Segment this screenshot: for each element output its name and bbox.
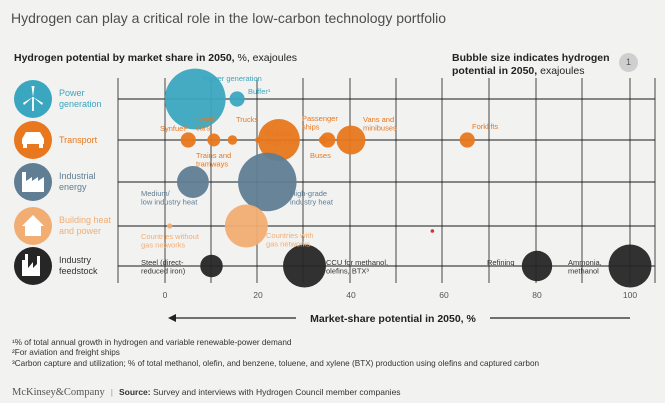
- bubble-high-grade-industry-heat: [238, 152, 297, 212]
- car-body: [22, 132, 44, 144]
- brand-logo: McKinsey&Company: [12, 387, 105, 398]
- bubble-ammonia-methanol: [608, 244, 652, 288]
- x-tick-label-60: 60: [439, 290, 449, 300]
- chart-subtitle: Hydrogen potential by market share in 20…: [14, 52, 297, 64]
- data-label-countries-with-gas-networks: Countries with gas networks: [266, 231, 314, 249]
- house-shape: [22, 215, 44, 236]
- page-title: Hydrogen can play a critical role in the…: [11, 10, 447, 26]
- category-label-building: Building heat and power: [59, 215, 112, 236]
- bubble-medium-low-industry-heat: [176, 166, 209, 198]
- data-label-ccu-methanol-olefins-btx: CCU for methanol, olefins, BTX³: [326, 258, 388, 276]
- bubble-forklifts: [459, 132, 475, 148]
- data-label-ammonia-methanol: Ammonia, methanol: [568, 258, 602, 276]
- bubble-countries-without-gas-networks: [167, 223, 173, 229]
- bubble-small-cars: [207, 133, 221, 147]
- bubble-countries-with-gas-networks: [224, 204, 268, 248]
- bubble-buses: [318, 135, 328, 145]
- data-label-buses: Buses: [310, 151, 331, 160]
- data-label-small-cars: Small cars: [196, 115, 215, 133]
- category-label-feedstock: Industry feedstock: [59, 255, 98, 276]
- wind-turbine-blades: [23, 86, 43, 105]
- bubble-note-line2-bold: potential in 2050,: [452, 65, 538, 77]
- bubble-medium-large-cars: [257, 119, 300, 161]
- category-label-power: Power generation: [59, 88, 102, 109]
- data-label-trains-and-tramways: Trains and tramways: [196, 151, 231, 169]
- bubble-steel-direct-reduced-iron: [200, 254, 223, 278]
- chart-subtitle-bold: Hydrogen potential by market share in 20…: [14, 52, 235, 64]
- red-dot-marker: [430, 229, 435, 233]
- refinery-shape: [22, 254, 40, 276]
- bubble-note-line1: Bubble size indicates hydrogen: [452, 52, 610, 64]
- source-text: Survey and interviews with Hydrogen Coun…: [150, 387, 401, 397]
- x-axis-title: Market-share potential in 2050, %: [310, 313, 476, 325]
- category-label-industrial: Industrial energy: [59, 171, 96, 192]
- footnotes: ¹% of total annual growth in hydrogen an…: [12, 338, 539, 369]
- bubble-trucks: [227, 135, 238, 145]
- bubble-synfuel: [180, 132, 196, 148]
- footer-divider: |: [110, 387, 113, 397]
- footnote-3: ³Carbon capture and utilization; % of to…: [12, 358, 540, 368]
- data-label-high-grade-industry-heat: High-grade industry heat: [290, 189, 334, 207]
- bubble-note-line2-units: exajoules: [537, 65, 585, 77]
- data-label-trucks: Trucks: [236, 115, 258, 124]
- car-wheel-right: [39, 144, 43, 148]
- footnote-1: ¹% of total annual growth in hydrogen an…: [12, 338, 292, 347]
- data-label-vans-and-minibuses: Vans and minibuses: [363, 115, 397, 133]
- bubble-chart: 0 20 40 60 80 100 Market-share potential in 20…: [14, 68, 656, 325]
- x-tick-label-80: 80: [532, 290, 542, 300]
- data-label-power-generation: Power generation: [203, 74, 262, 83]
- category-label-transport: Transport: [59, 135, 98, 145]
- data-label-synfuel: Synfuel²: [160, 124, 188, 133]
- x-tick-label-100: 100: [623, 290, 637, 300]
- data-label-medium-large-cars: Medium/large cars: [265, 129, 298, 147]
- data-label-passenger-ships: Passenger ships: [302, 114, 338, 132]
- bubble-legend-circle: 1: [619, 53, 638, 72]
- bubble-buffer: [229, 91, 245, 107]
- bubble-vans-and-minibuses: [336, 125, 366, 155]
- x-axis-arrowhead: [168, 314, 176, 322]
- source-label: Source:: [118, 387, 151, 397]
- bubble-size-note: Bubble size indicates hydrogen potential…: [452, 52, 610, 78]
- bubble-power-generation: [164, 68, 226, 130]
- bubble-ccu-for-methanol-olefins-btx: [283, 244, 326, 288]
- x-tick-label-20: 20: [253, 290, 263, 300]
- data-label-forklifts: Forklifts: [472, 122, 499, 131]
- car-wheel-left: [23, 144, 27, 148]
- bubble-refining: [521, 250, 553, 282]
- x-tick-label-40: 40: [346, 290, 356, 300]
- footer: McKinsey&Company | Source: Survey and inte…: [12, 387, 401, 398]
- data-label-buffer: Buffer¹: [248, 87, 271, 96]
- data-label-steel-direct-reduced-iron: Steel (direct-reduced iron): [141, 258, 186, 276]
- data-label-countries-without-gas-networks: Countries without gas networks: [141, 232, 200, 250]
- data-label-medium-low-industry-heat: Medium/low industry heat: [141, 189, 198, 207]
- x-tick-label-0: 0: [163, 290, 168, 300]
- data-label-refining: Refining: [487, 258, 515, 267]
- factory-shape: [22, 172, 44, 192]
- footnote-2: ²For aviation and freight ships: [12, 348, 120, 358]
- chart-subtitle-units: %, exajoules: [234, 52, 298, 64]
